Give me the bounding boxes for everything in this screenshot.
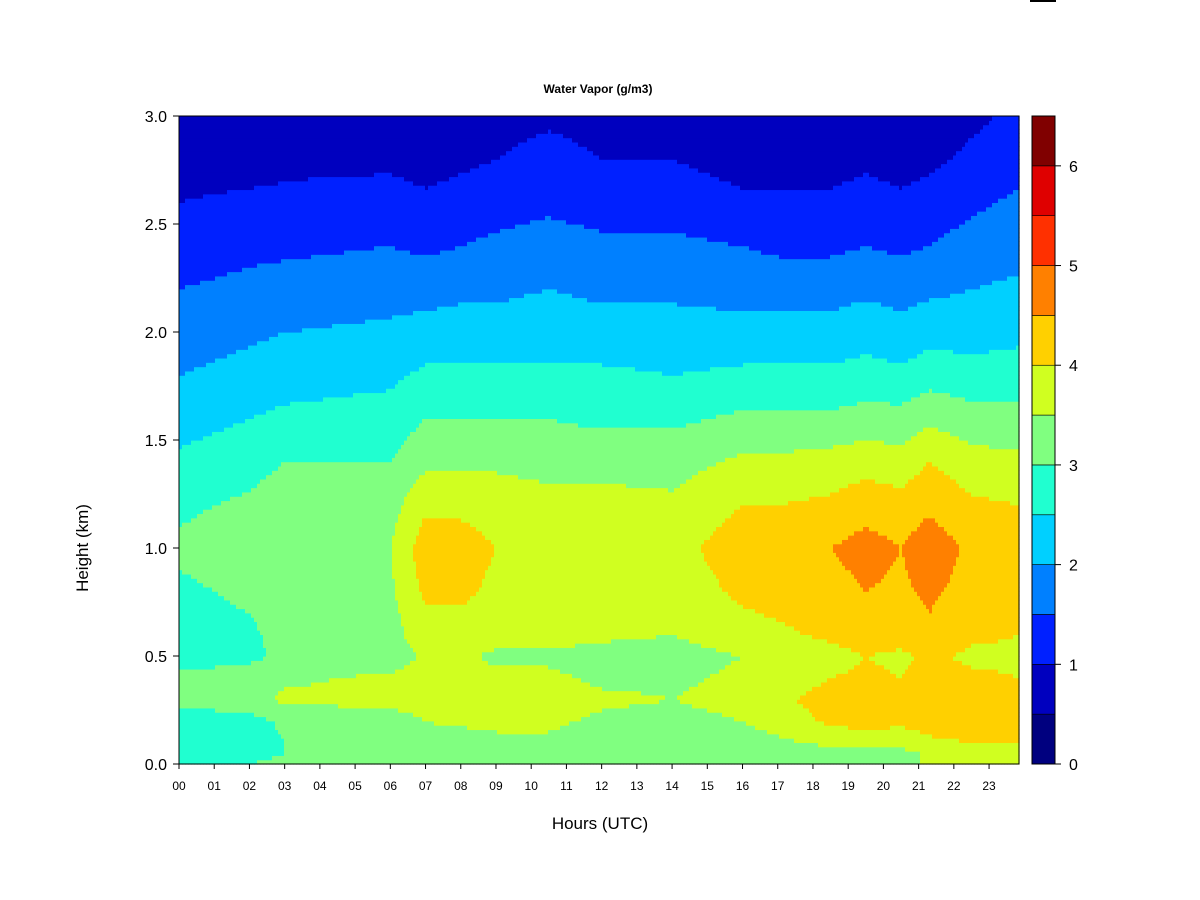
heatmap-plot-area	[179, 116, 1020, 765]
chart-title: Water Vapor (g/m3)	[544, 82, 653, 96]
